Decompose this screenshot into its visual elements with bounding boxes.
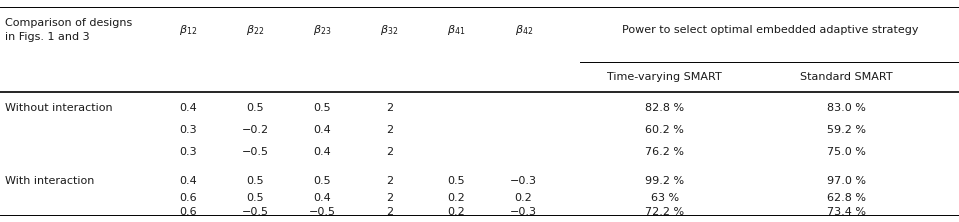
Text: $\beta_{32}$: $\beta_{32}$	[381, 23, 398, 37]
Text: Comparison of designs
in Figs. 1 and 3: Comparison of designs in Figs. 1 and 3	[5, 18, 132, 42]
Text: 0.5: 0.5	[246, 192, 264, 203]
Text: −0.5: −0.5	[309, 207, 336, 217]
Text: −0.5: −0.5	[242, 207, 269, 217]
Text: 63 %: 63 %	[650, 192, 679, 203]
Text: 82.8 %: 82.8 %	[645, 103, 684, 113]
Text: 60.2 %: 60.2 %	[645, 125, 684, 135]
Text: −0.5: −0.5	[242, 147, 269, 157]
Text: 0.4: 0.4	[179, 176, 197, 186]
Text: 0.4: 0.4	[314, 125, 331, 135]
Text: 0.6: 0.6	[179, 207, 197, 217]
Text: −0.3: −0.3	[510, 176, 537, 186]
Text: Standard SMART: Standard SMART	[801, 71, 893, 82]
Text: Without interaction: Without interaction	[5, 103, 112, 113]
Text: $\beta_{41}$: $\beta_{41}$	[447, 23, 466, 37]
Text: 2: 2	[386, 176, 393, 186]
Text: 0.4: 0.4	[314, 192, 331, 203]
Text: 83.0 %: 83.0 %	[828, 103, 866, 113]
Text: 0.5: 0.5	[314, 176, 331, 186]
Text: 73.4 %: 73.4 %	[828, 207, 866, 217]
Text: −0.2: −0.2	[242, 125, 269, 135]
Text: 0.5: 0.5	[246, 103, 264, 113]
Text: 0.3: 0.3	[179, 125, 197, 135]
Text: Time-varying SMART: Time-varying SMART	[607, 71, 722, 82]
Text: 0.4: 0.4	[179, 103, 197, 113]
Text: 0.6: 0.6	[179, 192, 197, 203]
Text: 0.2: 0.2	[448, 192, 465, 203]
Text: 2: 2	[386, 103, 393, 113]
Text: 62.8 %: 62.8 %	[828, 192, 866, 203]
Text: $\beta_{22}$: $\beta_{22}$	[246, 23, 264, 37]
Text: 0.5: 0.5	[246, 176, 264, 186]
Text: $\beta_{12}$: $\beta_{12}$	[179, 23, 197, 37]
Text: 2: 2	[386, 207, 393, 217]
Text: 0.5: 0.5	[448, 176, 465, 186]
Text: 72.2 %: 72.2 %	[645, 207, 684, 217]
Text: 59.2 %: 59.2 %	[828, 125, 866, 135]
Text: 75.0 %: 75.0 %	[828, 147, 866, 157]
Text: With interaction: With interaction	[5, 176, 94, 186]
Text: 97.0 %: 97.0 %	[828, 176, 866, 186]
Text: 2: 2	[386, 192, 393, 203]
Text: Power to select optimal embedded adaptive strategy: Power to select optimal embedded adaptiv…	[621, 25, 919, 35]
Text: 0.2: 0.2	[515, 192, 532, 203]
Text: $\beta_{23}$: $\beta_{23}$	[313, 23, 332, 37]
Text: −0.3: −0.3	[510, 207, 537, 217]
Text: 0.4: 0.4	[314, 147, 331, 157]
Text: 0.2: 0.2	[448, 207, 465, 217]
Text: 2: 2	[386, 125, 393, 135]
Text: $\beta_{42}$: $\beta_{42}$	[515, 23, 532, 37]
Text: 2: 2	[386, 147, 393, 157]
Text: 76.2 %: 76.2 %	[645, 147, 684, 157]
Text: 0.5: 0.5	[314, 103, 331, 113]
Text: 0.3: 0.3	[179, 147, 197, 157]
Text: 99.2 %: 99.2 %	[645, 176, 684, 186]
